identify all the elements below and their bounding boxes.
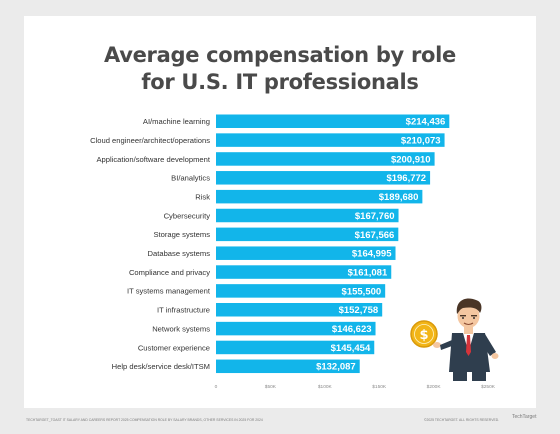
bar-3 xyxy=(216,171,431,185)
bar-5 xyxy=(216,208,399,223)
x-tick-label-2: $100K xyxy=(318,384,333,390)
chart-title: Average compensation by role for U.S. IT… xyxy=(24,42,536,96)
bar-7 xyxy=(216,246,396,260)
category-label-3: BI/analytics xyxy=(171,174,210,183)
x-tick-label-1: $50K xyxy=(265,384,277,390)
bar-value-label-1: $210,073 xyxy=(401,136,441,147)
category-label-5: Cybersecurity xyxy=(164,211,211,220)
x-tick-label-3: $150K xyxy=(372,384,387,390)
category-label-4: Risk xyxy=(195,192,210,201)
category-label-6: Storage systems xyxy=(153,230,210,239)
bar-value-label-13: $132,087 xyxy=(316,362,356,373)
bar-12 xyxy=(216,340,375,355)
footer-copyright: ©2025 TECHTARGET. ALL RIGHTS RESERVED. xyxy=(424,418,500,422)
bar-value-label-7: $164,995 xyxy=(352,249,392,260)
title-line-1: Average compensation by role xyxy=(104,43,456,67)
x-tick-label-0: 0 xyxy=(215,384,218,390)
bar-4 xyxy=(216,189,423,204)
category-label-13: Help desk/service desk/ITSM xyxy=(112,362,210,371)
x-tick-label-5: $250K xyxy=(481,384,496,390)
bar-value-label-0: $214,436 xyxy=(406,117,446,128)
bar-9 xyxy=(216,284,386,298)
bar-value-label-2: $200,910 xyxy=(391,154,431,165)
category-label-10: IT infrastructure xyxy=(157,306,210,315)
title-line-2: for U.S. IT professionals xyxy=(141,70,419,94)
bar-11 xyxy=(216,321,376,336)
bar-value-label-3: $196,772 xyxy=(386,173,426,184)
footer-source: TECHTARGET_TOAST IT SALARY AND CAREERS R… xyxy=(26,418,263,422)
bar-1 xyxy=(216,133,445,147)
category-label-7: Database systems xyxy=(148,249,211,258)
businessman-coin-illustration: $ xyxy=(410,298,499,381)
category-label-12: Customer experience xyxy=(138,343,210,352)
bar-value-label-6: $167,566 xyxy=(355,230,395,241)
bar-13 xyxy=(216,359,360,374)
category-label-8: Compliance and privacy xyxy=(129,268,210,277)
category-label-0: AI/machine learning xyxy=(143,117,210,126)
bar-value-label-10: $152,758 xyxy=(339,305,379,316)
bar-value-label-9: $155,500 xyxy=(342,286,382,297)
x-tick-label-4: $200K xyxy=(427,384,442,390)
bar-value-label-11: $146,623 xyxy=(332,324,372,335)
bar-value-label-8: $161,081 xyxy=(348,267,388,278)
bar-value-label-5: $167,760 xyxy=(355,211,395,222)
category-label-2: Application/software development xyxy=(96,155,210,164)
category-label-1: Cloud engineer/architect/operations xyxy=(90,136,210,145)
bar-8 xyxy=(216,265,392,279)
svg-text:$: $ xyxy=(419,328,428,343)
bar-6 xyxy=(216,227,399,242)
bar-10 xyxy=(216,303,383,317)
bar-2 xyxy=(216,152,435,166)
bar-value-label-12: $145,454 xyxy=(331,343,371,354)
brand-logo: TechTarget xyxy=(512,414,537,420)
category-label-9: IT systems management xyxy=(127,287,211,296)
bar-0 xyxy=(216,114,450,128)
category-label-11: Network systems xyxy=(152,324,210,333)
bar-value-label-4: $189,680 xyxy=(379,192,419,203)
